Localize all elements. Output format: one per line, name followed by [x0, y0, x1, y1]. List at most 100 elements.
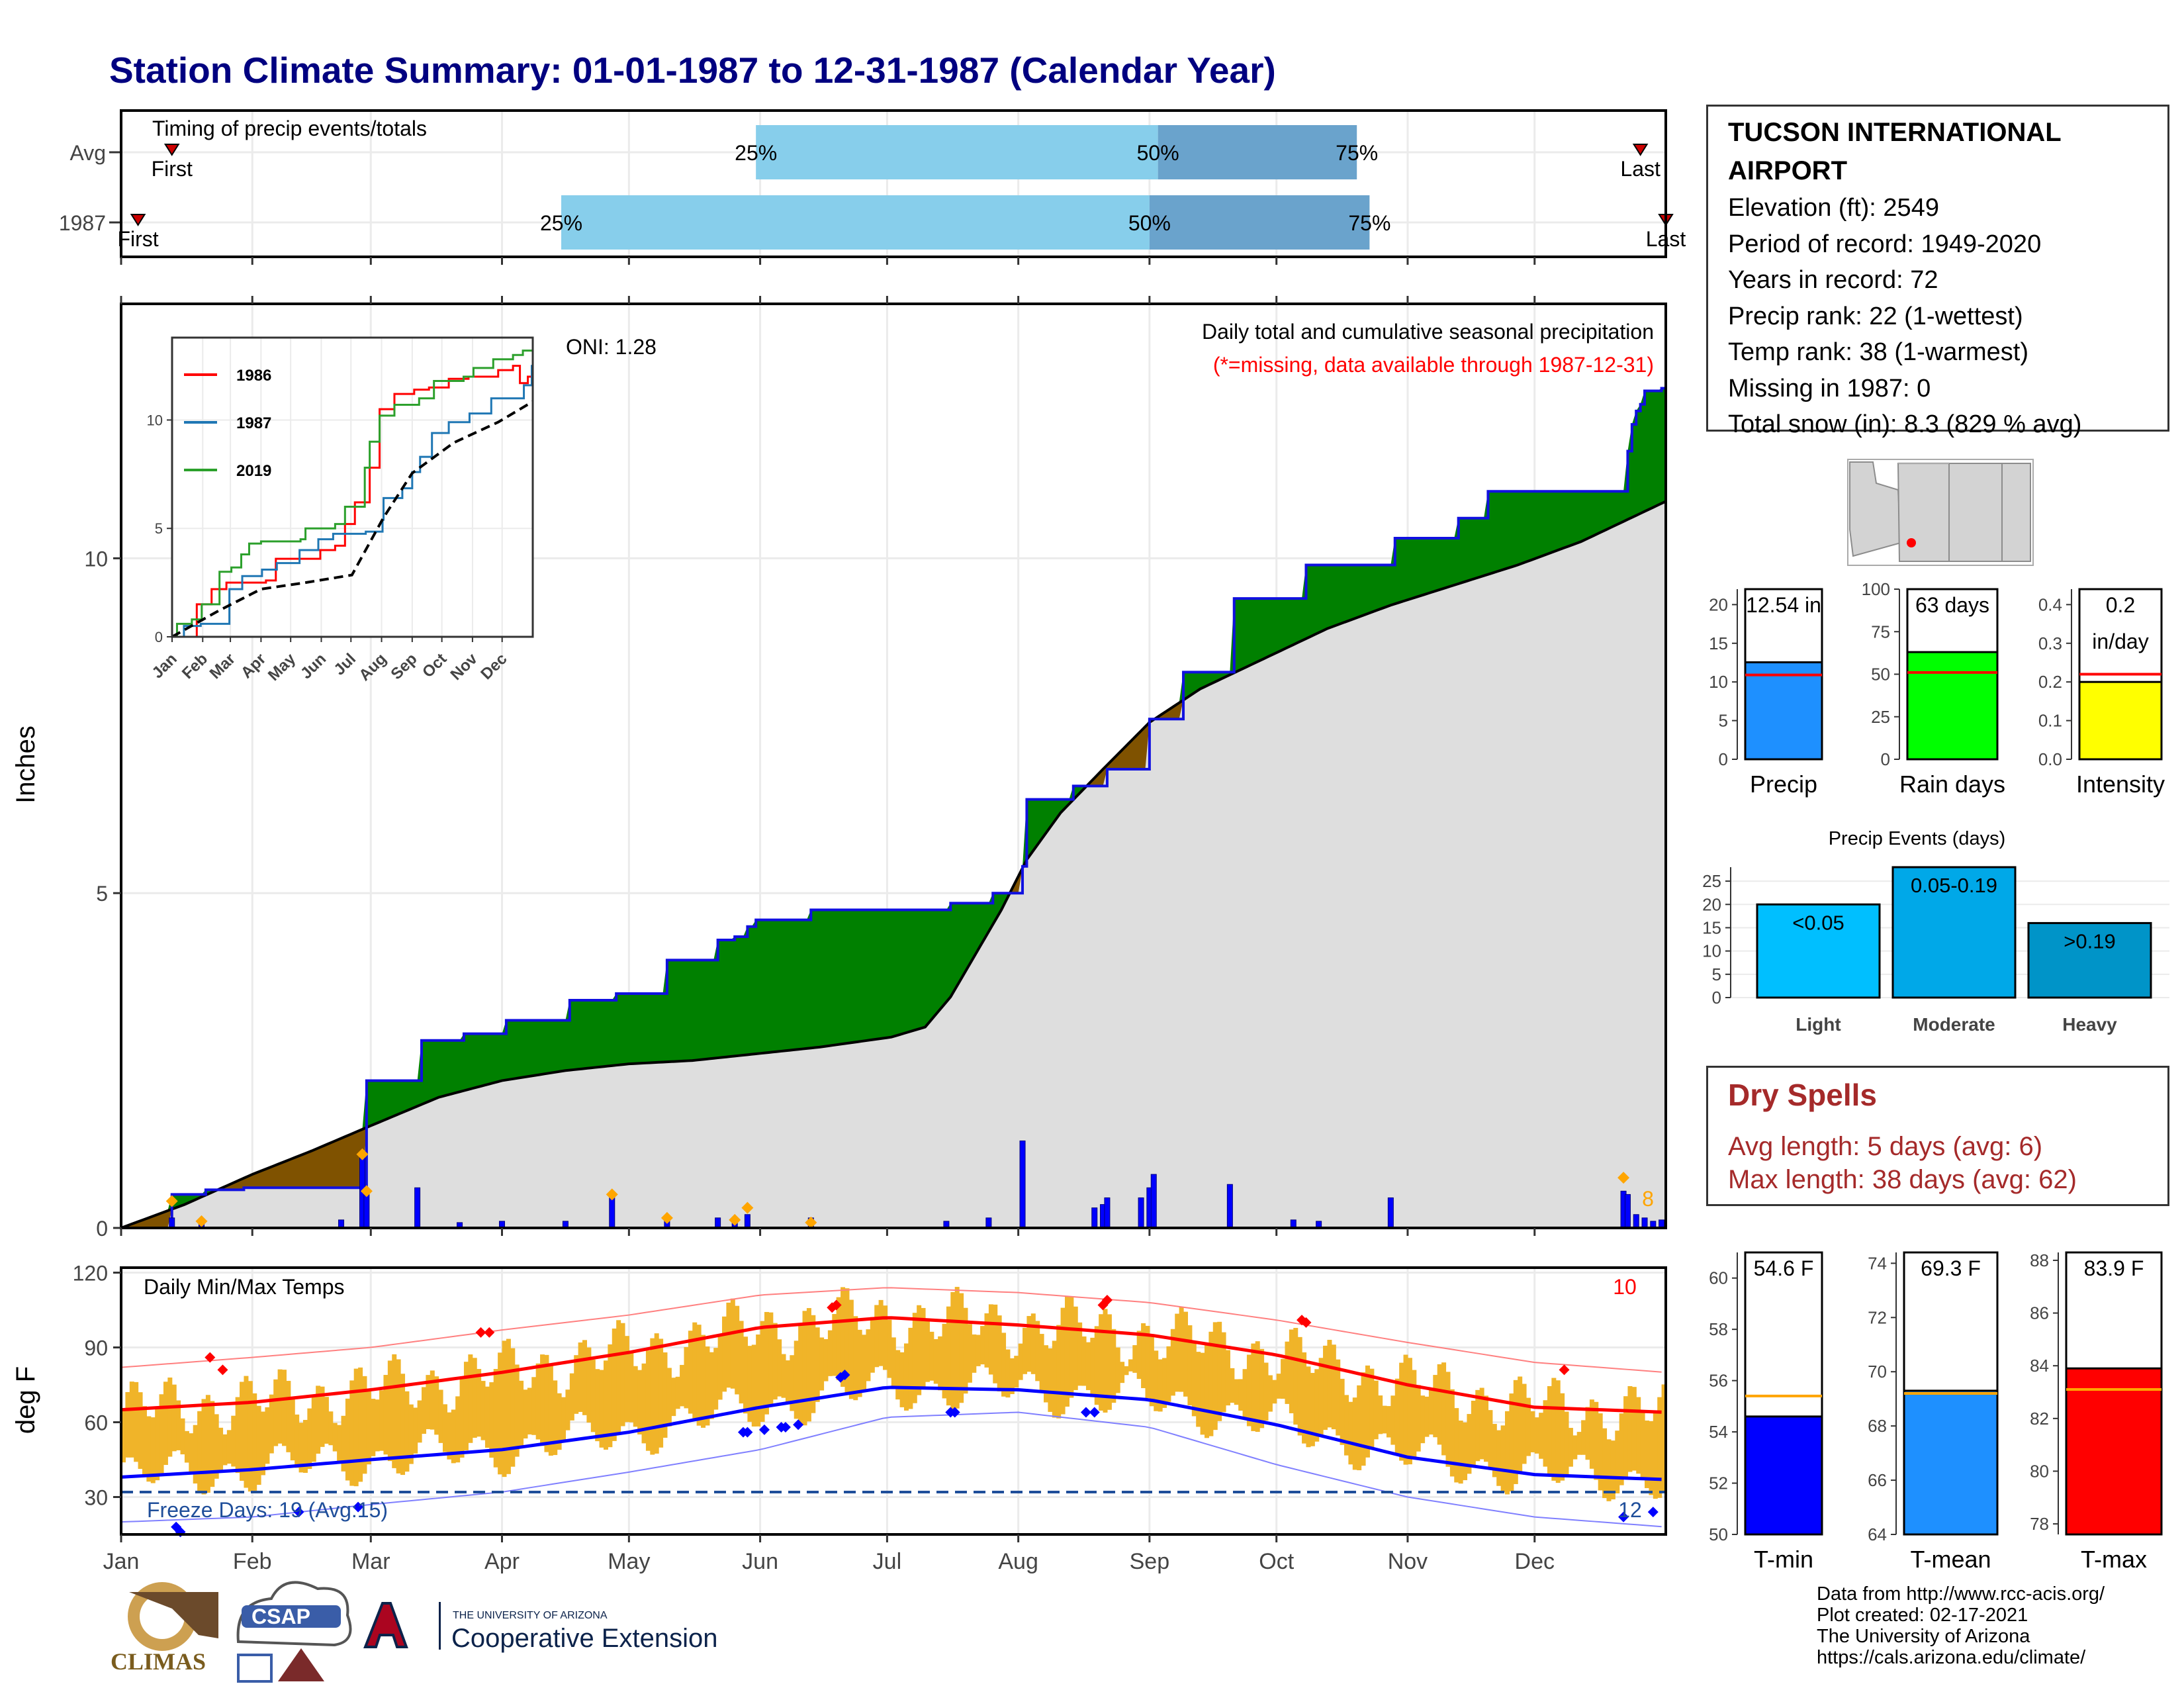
daily-temp-bar — [316, 1385, 321, 1454]
daily-temp-bar — [806, 1308, 811, 1422]
daily-temp-bar — [1238, 1379, 1244, 1411]
temp-x-tick-label: Nov — [1388, 1549, 1428, 1574]
daily-temp-bar — [866, 1329, 871, 1382]
daily-temp-bar — [417, 1400, 422, 1443]
daily-temp-bar — [950, 1291, 956, 1409]
daily-temp-bar — [878, 1299, 884, 1366]
daily-temp-bar — [1170, 1329, 1175, 1396]
snow-marker — [606, 1188, 618, 1201]
daily-temp-bar — [1365, 1365, 1370, 1458]
events-bar-label: 0.05-0.19 — [1911, 874, 1997, 897]
daily-temp-bar — [290, 1398, 295, 1461]
daily-temp-bar — [201, 1399, 206, 1495]
temp-y-tick-label: 60 — [84, 1411, 108, 1435]
daily-temp-bar — [193, 1425, 198, 1484]
daily-temp-bar — [1475, 1389, 1480, 1462]
record-low-marker — [293, 1507, 304, 1518]
summary-x-label: Intensity — [2076, 771, 2165, 798]
daily-temp-bar — [413, 1407, 418, 1454]
summary-y-tick-label: 52 — [1709, 1474, 1728, 1493]
record-tmin-line — [120, 1411, 1662, 1528]
daily-precip-bar — [1641, 1217, 1648, 1229]
daily-temp-bar — [197, 1411, 203, 1491]
daily-temp-bar — [430, 1370, 435, 1430]
timing-last-label: Last — [1620, 157, 1661, 181]
daily-temp-bar — [1555, 1380, 1561, 1483]
daily-temp-bar — [582, 1340, 587, 1415]
daily-temp-bar — [1645, 1420, 1650, 1489]
daily-temp-bar — [1369, 1368, 1375, 1448]
daily-temp-bar — [1568, 1428, 1573, 1467]
daily-temp-bar — [1009, 1358, 1015, 1394]
daily-temp-bar — [295, 1414, 300, 1468]
normal-cumulative-line — [120, 500, 1666, 1229]
inset-series-line — [179, 365, 534, 638]
daily-temp-bar — [1060, 1307, 1066, 1415]
inset-series-line — [171, 400, 534, 638]
normal-tmax-line — [120, 1316, 1662, 1414]
daily-temp-bar — [1518, 1376, 1523, 1474]
timing-title: Timing of precip events/totals — [152, 117, 427, 140]
daily-temp-bar — [1509, 1393, 1514, 1492]
station-period: Period of record: 1949-2020 — [1728, 230, 2042, 258]
daily-temp-bar — [633, 1366, 638, 1427]
daily-temp-bar — [1547, 1385, 1552, 1475]
daily-temp-bar — [1073, 1306, 1078, 1390]
daily-temp-bar — [1336, 1359, 1341, 1436]
daily-temp-bar — [561, 1397, 567, 1441]
daily-temp-bar — [125, 1391, 130, 1458]
daily-temp-bar — [353, 1368, 359, 1487]
daily-precip-bar — [1624, 1194, 1631, 1229]
daily-temp-bar — [874, 1305, 880, 1368]
daily-temp-bar — [891, 1337, 896, 1389]
logo-area: CLIMAS CSAP THE UNIVERSITY OF ARIZONA Co… — [111, 1581, 717, 1683]
summary-value-label: 83.9 F — [2084, 1256, 2144, 1280]
daily-temp-bar — [519, 1380, 524, 1447]
daily-temp-bar — [1598, 1413, 1603, 1491]
daily-temp-bar — [997, 1315, 1002, 1391]
daily-temp-bar — [557, 1393, 562, 1450]
daily-temp-bar — [150, 1417, 156, 1483]
timing-pct-label: 50% — [1128, 211, 1171, 235]
events-y-tick-label: 15 — [1702, 917, 1721, 937]
daily-temp-bar — [235, 1397, 240, 1474]
daily-temp-bar — [1128, 1359, 1133, 1372]
daily-temp-bar — [1035, 1321, 1040, 1382]
daily-temp-bar — [1115, 1347, 1120, 1393]
daily-temp-bar — [701, 1335, 706, 1428]
temp-y-tick-label: 120 — [73, 1262, 108, 1286]
daily-temp-bar — [988, 1304, 993, 1375]
timing-bar-dark — [1158, 125, 1357, 179]
daily-temp-bar — [1522, 1383, 1527, 1464]
daily-temp-bar — [121, 1409, 126, 1463]
summary-x-label: Rain days — [1899, 771, 2005, 798]
daily-temp-bar — [802, 1311, 807, 1426]
daily-temp-bar — [1424, 1396, 1430, 1437]
summary-y-tick-label: 100 — [1862, 579, 1890, 599]
daily-temp-bar — [1175, 1313, 1180, 1392]
daily-precip-bar — [1226, 1184, 1233, 1229]
daily-temp-bar — [1141, 1323, 1146, 1389]
daily-temp-bar — [1530, 1411, 1535, 1452]
daily-temp-bar — [768, 1312, 774, 1407]
summary-y-tick-label: 72 — [1868, 1307, 1887, 1327]
daily-temp-bar — [1120, 1362, 1125, 1383]
snow-marker — [805, 1216, 817, 1229]
daily-temp-bar — [138, 1392, 143, 1469]
daily-temp-bar — [586, 1347, 592, 1423]
daily-temp-bar — [392, 1354, 397, 1468]
daily-temp-bar — [1412, 1370, 1417, 1460]
inset-y-tick-label: 0 — [155, 629, 163, 645]
daily-temp-bar — [832, 1314, 837, 1376]
daily-temp-bar — [320, 1386, 325, 1447]
snow-count-label: 8 — [1642, 1187, 1654, 1211]
normal-cumulative-area — [121, 501, 1666, 1228]
daily-temp-bar — [337, 1425, 342, 1461]
daily-temp-bar — [1525, 1397, 1531, 1456]
record-low-marker — [758, 1424, 770, 1435]
daily-temp-bar — [163, 1382, 168, 1466]
daily-temp-bar — [798, 1323, 803, 1425]
daily-temp-bar — [1564, 1411, 1569, 1475]
timing-pct-label: 75% — [1336, 141, 1378, 165]
daily-temp-bar — [1026, 1316, 1032, 1372]
